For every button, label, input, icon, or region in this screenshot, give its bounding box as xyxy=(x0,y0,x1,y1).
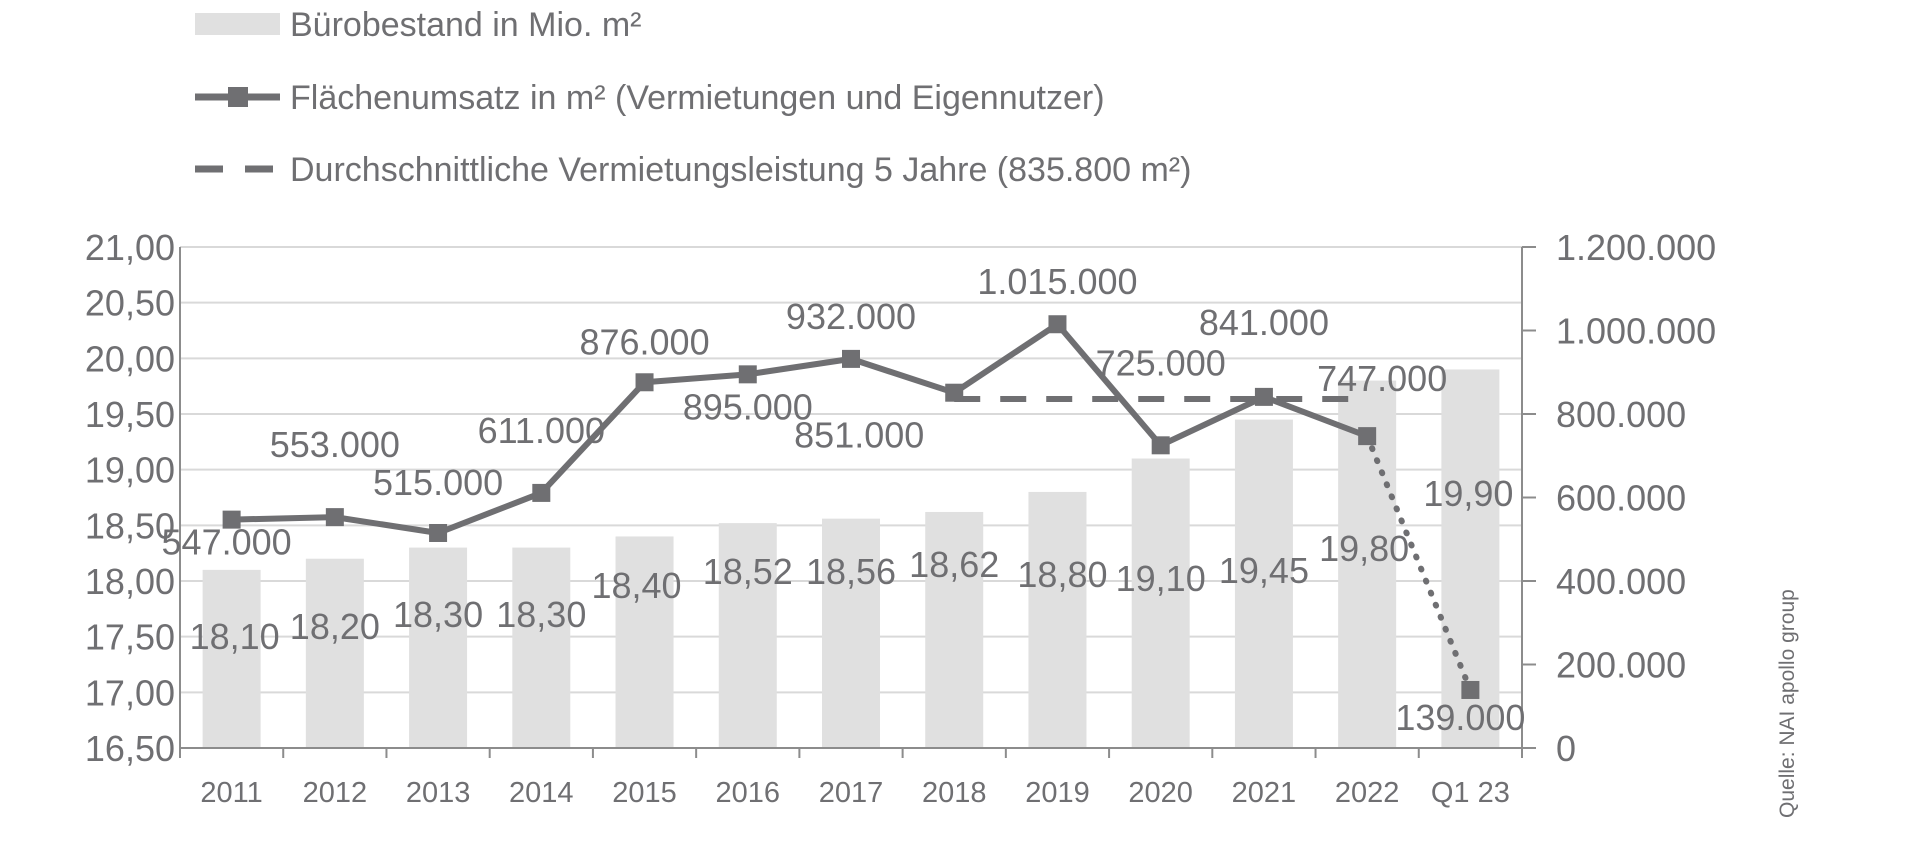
line-series xyxy=(222,315,1480,699)
y-right-tick-label: 0 xyxy=(1556,728,1576,769)
x-tick-label: 2021 xyxy=(1232,777,1297,809)
legend-item-line: Flächenumsatz in m² (Vermietungen und Ei… xyxy=(195,79,1105,117)
bar-data-label: 19,90 xyxy=(1423,473,1513,514)
y-right-tick-label: 200.000 xyxy=(1556,645,1686,686)
line-marker xyxy=(1151,436,1170,455)
legend-label-bars: Bürobestand in Mio. m² xyxy=(290,6,642,44)
line-data-label: 851.000 xyxy=(794,415,924,456)
x-tick-label: 2014 xyxy=(509,777,574,809)
legend: Bürobestand in Mio. m² Flächenumsatz in … xyxy=(195,6,1191,189)
bar xyxy=(512,547,571,748)
x-tick-label: 2020 xyxy=(1128,777,1193,809)
bar-data-label: 18,30 xyxy=(393,594,483,635)
bar-data-label: 18,62 xyxy=(909,544,999,585)
bar-data-label: 19,80 xyxy=(1319,528,1409,569)
legend-label-line: Flächenumsatz in m² (Vermietungen und Ei… xyxy=(290,79,1105,117)
line-marker xyxy=(532,483,551,502)
line-marker xyxy=(222,510,241,529)
bar-data-label: 18,40 xyxy=(591,565,681,606)
line-data-label: 139.000 xyxy=(1395,697,1525,738)
bar-data-label: 19,45 xyxy=(1219,550,1309,591)
y-left-tick-label: 16,50 xyxy=(85,728,175,769)
y-left-tick-label: 20,00 xyxy=(85,338,175,379)
bar xyxy=(1028,491,1087,748)
line-data-label: 932.000 xyxy=(786,296,916,337)
bar xyxy=(409,547,468,748)
line-data-label: 841.000 xyxy=(1199,302,1329,343)
bar-data-label: 18,80 xyxy=(1017,554,1107,595)
y-right-tick-label: 400.000 xyxy=(1556,561,1686,602)
y-left-tick-label: 19,00 xyxy=(85,450,175,491)
bar xyxy=(925,511,984,748)
line-marker xyxy=(429,523,448,542)
line-data-label: 747.000 xyxy=(1317,358,1447,399)
axes: 16,50 17,00 17,50 18,00 18,50 19,00 19,50 20,00… xyxy=(85,227,1716,809)
bar xyxy=(305,558,364,748)
line-marker xyxy=(738,365,757,384)
x-tick-label: 2015 xyxy=(612,777,677,809)
bar-data-label: 19,10 xyxy=(1116,558,1206,599)
line-marker xyxy=(945,383,964,402)
y-right-tick-label: 800.000 xyxy=(1556,394,1686,435)
legend-item-average: Durchschnittliche Vermietungsleistung 5 … xyxy=(195,151,1191,189)
x-tick-label: 2018 xyxy=(922,777,987,809)
bar-data-label: 18,20 xyxy=(290,606,380,647)
x-tick-label: 2019 xyxy=(1025,777,1090,809)
line-data-label: 553.000 xyxy=(270,424,400,465)
legend-swatch-line-marker xyxy=(228,87,248,107)
bar-data-label: 18,56 xyxy=(806,551,896,592)
legend-swatch-bars xyxy=(195,13,280,35)
x-tick-label: 2017 xyxy=(819,777,884,809)
y-left-tick-label: 19,50 xyxy=(85,394,175,435)
line-marker xyxy=(842,349,860,368)
bar xyxy=(202,569,261,748)
y-right-tick-label: 1.200.000 xyxy=(1556,227,1716,268)
y-left-tick-label: 18,00 xyxy=(85,561,175,602)
line-data-label: 611.000 xyxy=(478,410,605,451)
line-marker xyxy=(635,373,654,392)
y-left-tick-label: 21,00 xyxy=(85,227,175,268)
line-path xyxy=(231,321,1369,536)
y-left-tick-label: 18,50 xyxy=(85,505,175,546)
x-tick-label: 2016 xyxy=(716,777,781,809)
y-left-tick-label: 17,50 xyxy=(85,617,175,658)
x-tick-label: Q1 23 xyxy=(1431,777,1510,809)
line-marker xyxy=(1358,427,1377,446)
source-note: Quelle: NAI apollo group xyxy=(1776,589,1799,818)
line-data-label: 515.000 xyxy=(373,462,503,503)
line-marker xyxy=(1048,315,1067,334)
line-data-label: 725.000 xyxy=(1096,342,1226,383)
line-marker xyxy=(325,508,344,527)
bar xyxy=(615,536,674,748)
bar xyxy=(822,518,880,748)
line-data-label: 547.000 xyxy=(162,522,292,563)
line-marker xyxy=(1461,680,1480,699)
bar-data-label: 18,10 xyxy=(190,616,280,657)
line-data-label: 876.000 xyxy=(579,321,709,362)
bar-data-label: 18,52 xyxy=(703,551,793,592)
y-right-tick-label: 1.000.000 xyxy=(1556,311,1716,352)
y-left-tick-label: 20,50 xyxy=(85,283,175,324)
line-marker xyxy=(1254,387,1273,406)
x-tick-label: 2022 xyxy=(1335,777,1400,809)
x-tick-label: 2013 xyxy=(406,777,471,809)
y-left-tick-label: 17,00 xyxy=(85,672,175,713)
line-data-label: 895.000 xyxy=(683,386,813,427)
bar xyxy=(1234,419,1293,748)
legend-item-bars: Bürobestand in Mio. m² xyxy=(195,6,642,44)
bar xyxy=(718,523,777,748)
y-right-tick-label: 600.000 xyxy=(1556,478,1686,519)
legend-label-average: Durchschnittliche Vermietungsleistung 5 … xyxy=(290,151,1191,189)
bar xyxy=(1131,458,1190,748)
x-tick-label: 2012 xyxy=(303,777,368,809)
x-tick-label: 2011 xyxy=(200,777,262,809)
line-data-label: 1.015.000 xyxy=(977,261,1137,302)
bar-data-label: 18,30 xyxy=(496,594,586,635)
